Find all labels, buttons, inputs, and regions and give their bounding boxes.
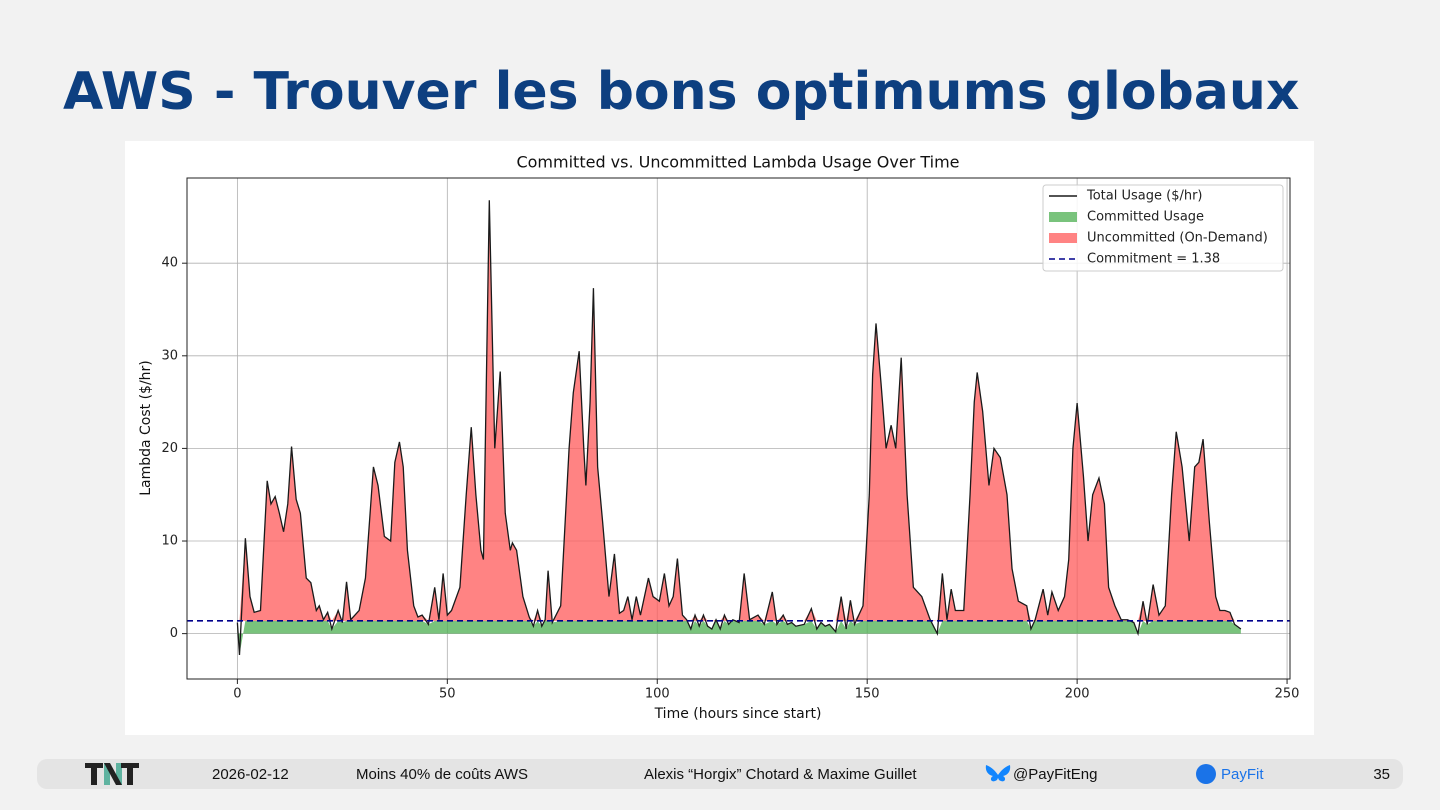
y-tick-label: 20: [161, 441, 178, 456]
axes-frame: [186, 177, 1291, 680]
footer-page: 35: [1373, 766, 1390, 783]
slide-title: AWS - Trouver les bons optimums globaux: [63, 62, 1299, 122]
y-axis-label: Lambda Cost ($/hr): [138, 360, 154, 496]
legend-box: [1042, 184, 1284, 272]
y-tick-label: 30: [161, 348, 178, 363]
x-tick-label: 0: [233, 687, 241, 702]
x-axis-label: Time (hours since start): [654, 706, 822, 722]
y-tick-label: 10: [161, 534, 178, 549]
x-tick-label: 200: [1065, 687, 1090, 702]
payfit-icon: [1196, 764, 1216, 784]
logo: [85, 763, 139, 785]
committed-area: [237, 620, 1241, 655]
legend-swatch: [1049, 212, 1077, 222]
footer-handle: @PayFitEng: [1013, 766, 1097, 783]
y-tick-label: 0: [170, 626, 178, 641]
x-tick-label: 250: [1275, 687, 1300, 702]
x-tick-label: 100: [645, 687, 670, 702]
uncommitted-area: [237, 200, 1241, 621]
legend: Total Usage ($/hr) Committed Usage Uncommi…: [1042, 184, 1284, 272]
bluesky-icon: [985, 765, 1011, 782]
footer-brand: PayFit: [1221, 766, 1264, 783]
footer-date: 2026-02-12: [212, 766, 289, 783]
x-tick-label: 50: [439, 687, 456, 702]
y-tick-label: 40: [161, 256, 178, 271]
footer-authors: Alexis “Horgix” Chotard & Maxime Guillet: [644, 766, 917, 783]
legend-label: Uncommitted (On-Demand): [1087, 231, 1268, 246]
legend-label: Committed Usage: [1087, 210, 1204, 225]
legend-label: Total Usage ($/hr): [1086, 189, 1203, 204]
footer-bar: [37, 759, 1403, 789]
legend-swatch: [1049, 233, 1077, 243]
x-tick-label: 150: [855, 687, 880, 702]
footer-topic: Moins 40% de coûts AWS: [356, 766, 528, 783]
total-line: [236, 200, 1242, 655]
legend-label: Commitment = 1.38: [1087, 252, 1220, 267]
chart-title: Committed vs. Uncommitted Lambda Usage O…: [516, 153, 959, 172]
